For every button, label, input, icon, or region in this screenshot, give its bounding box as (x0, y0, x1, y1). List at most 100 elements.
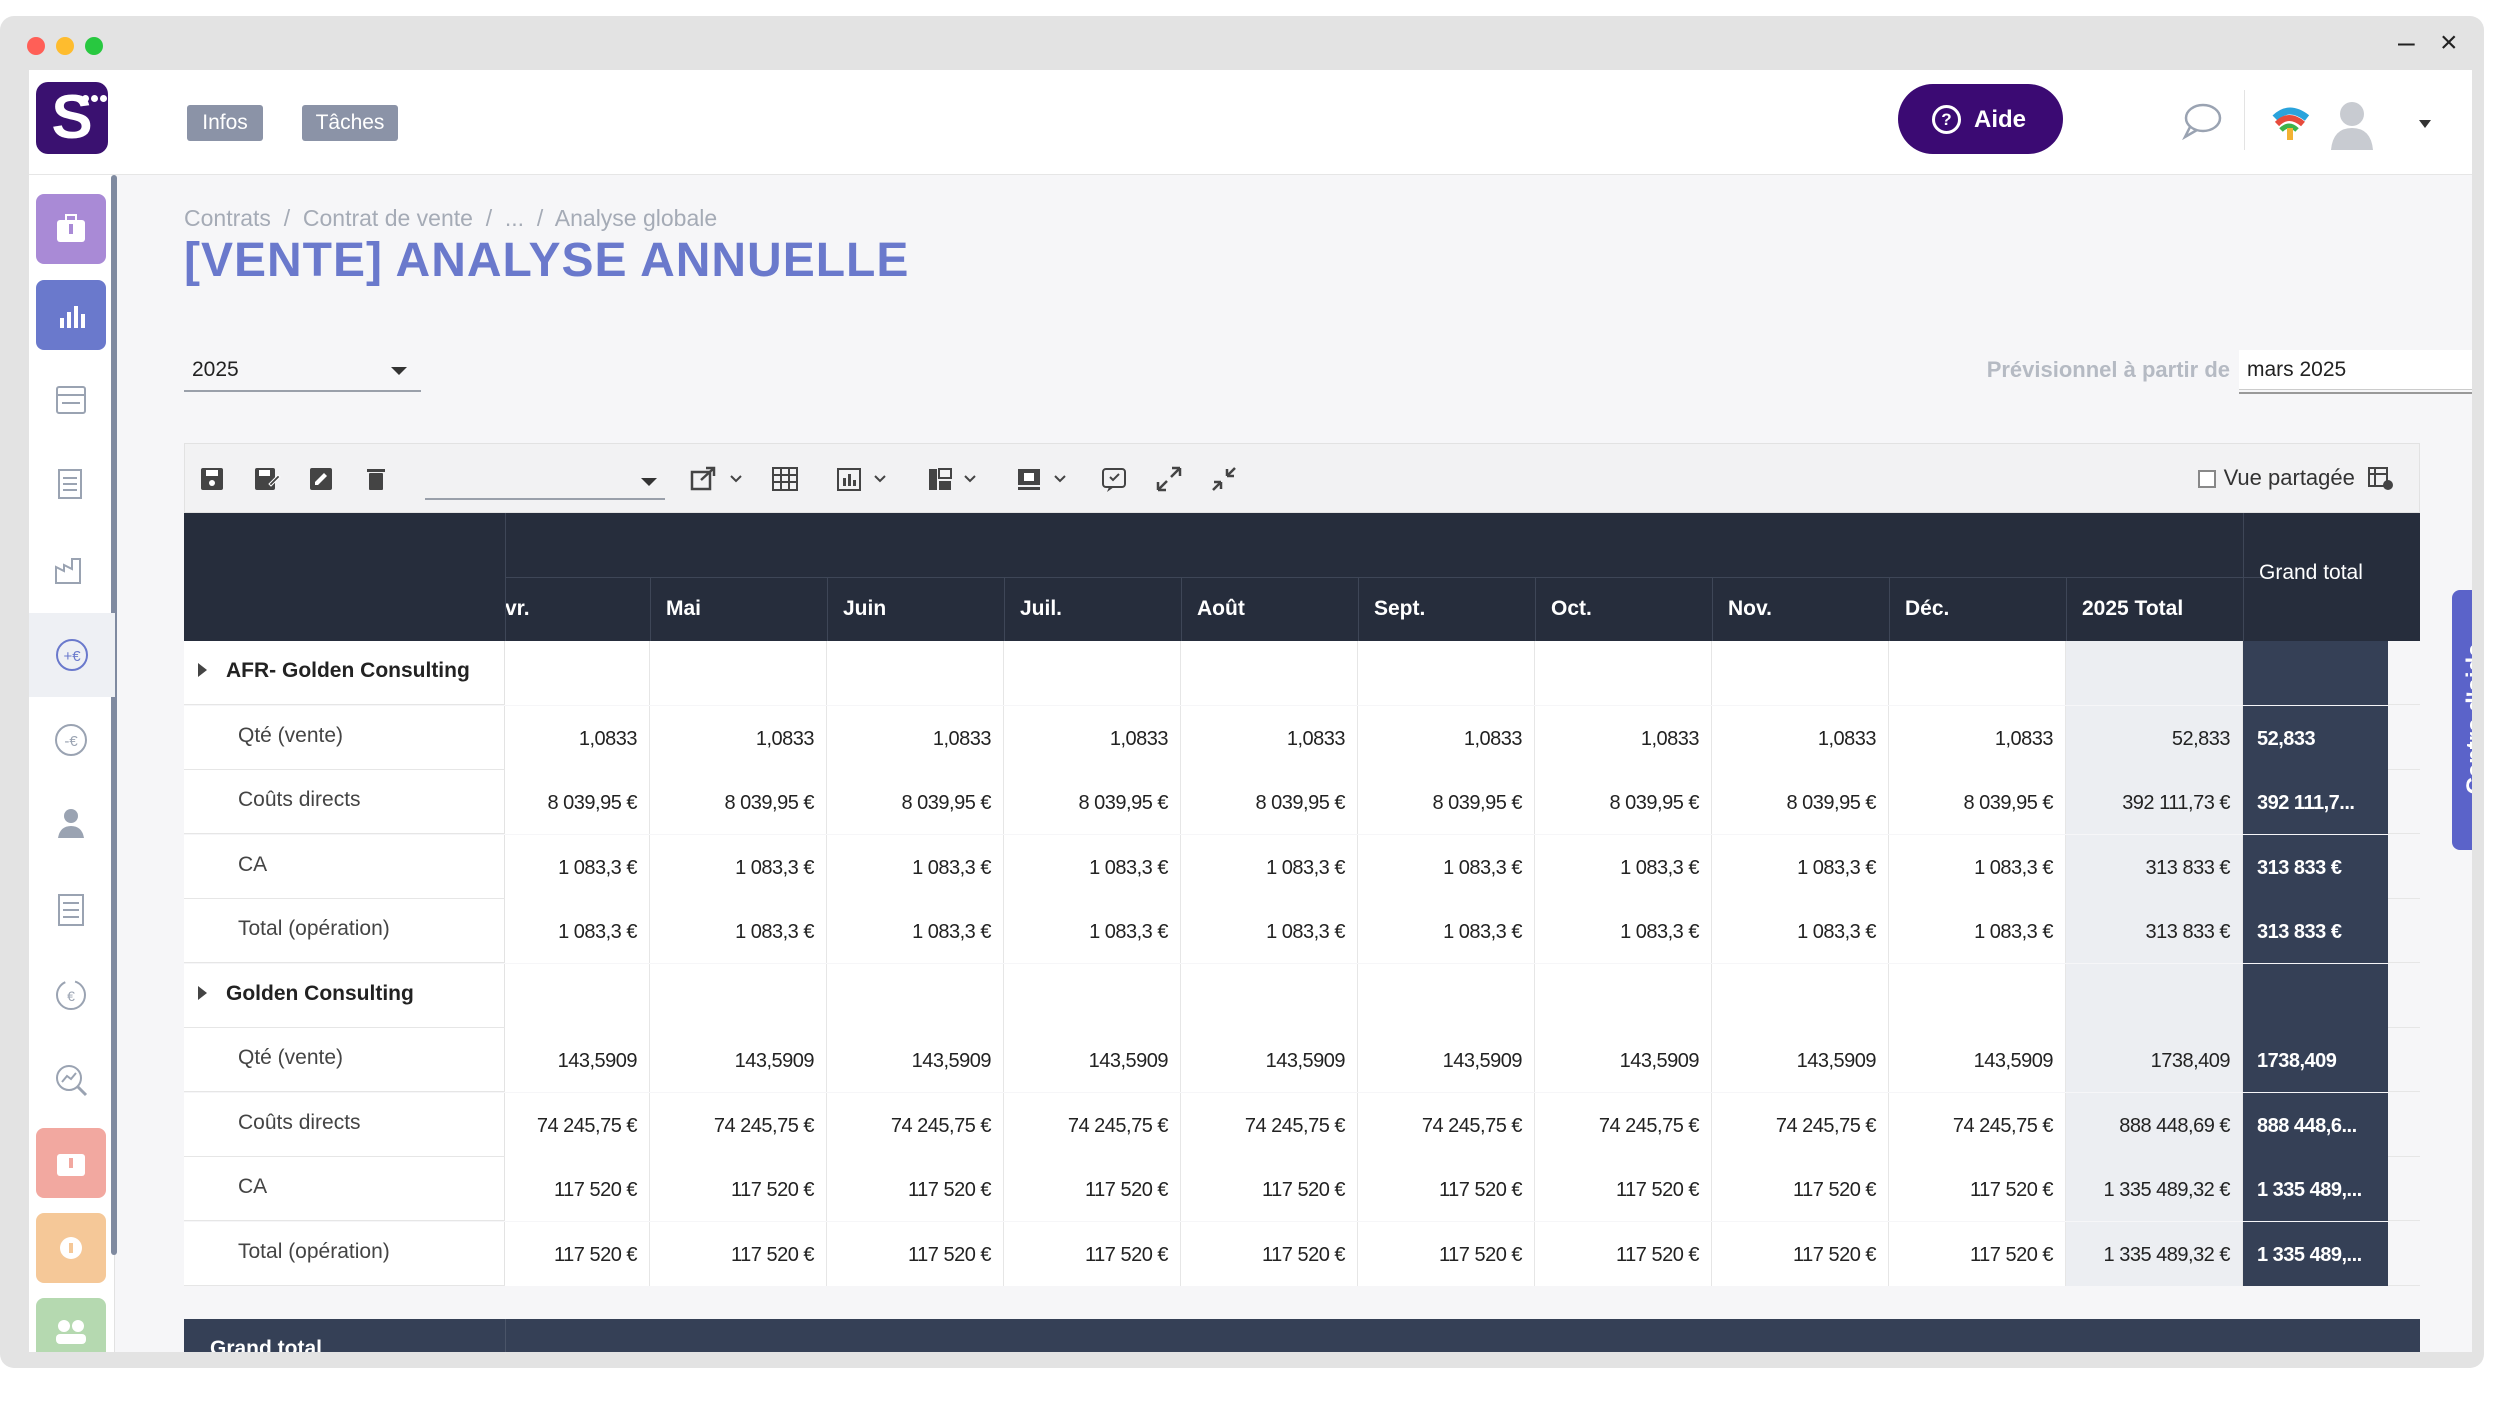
table-cell[interactable]: 117 520 € (1712, 1222, 1889, 1286)
table-cell[interactable]: 74 245,75 € (1535, 1093, 1712, 1157)
table-cell[interactable]: 1 083,3 € (505, 835, 650, 899)
table-cell[interactable]: 1 083,3 € (505, 899, 650, 963)
table-cell[interactable]: 888 448,69 € (2066, 1093, 2243, 1157)
format-dropdown-icon[interactable] (925, 464, 985, 494)
table-cell[interactable]: 52,833 (2066, 706, 2243, 770)
save-icon[interactable] (197, 464, 227, 494)
table-cell[interactable]: 1,0833 (1535, 706, 1712, 770)
euro-cycle-icon[interactable]: € (36, 960, 106, 1030)
aide-button[interactable]: ? Aide (1898, 84, 2063, 154)
table-cell[interactable]: 8 039,95 € (1004, 770, 1181, 834)
table-cell[interactable]: 1 083,3 € (827, 835, 1004, 899)
column-header[interactable]: 2025 Total (2082, 597, 2184, 620)
table-cell[interactable] (505, 641, 650, 705)
trash-icon[interactable] (361, 464, 391, 494)
table-cell[interactable]: 1 083,3 € (1535, 899, 1712, 963)
column-header[interactable]: Oct. (1551, 597, 1592, 620)
grid-icon[interactable] (770, 464, 800, 494)
user-icon[interactable] (36, 790, 106, 860)
table-cell[interactable]: 1 083,3 € (1181, 835, 1358, 899)
table-cell[interactable]: 143,5909 (505, 1028, 650, 1092)
calendar-icon[interactable] (36, 365, 106, 435)
table-cell[interactable]: 143,5909 (1535, 1028, 1712, 1092)
table-cell[interactable]: 117 520 € (827, 1157, 1004, 1221)
column-header[interactable]: Déc. (1905, 597, 1950, 620)
sidebar-item-info[interactable] (36, 1213, 106, 1283)
export-icon[interactable] (689, 464, 749, 494)
table-cell[interactable] (827, 641, 1004, 705)
table-cell[interactable] (1535, 964, 1712, 1028)
table-cell[interactable] (1358, 641, 1535, 705)
table-cell[interactable] (2243, 964, 2388, 1028)
table-cell[interactable]: 1 083,3 € (1358, 835, 1535, 899)
ledger-icon[interactable] (36, 875, 106, 945)
infos-button[interactable]: Infos (187, 105, 263, 141)
table-cell[interactable]: 8 039,95 € (1889, 770, 2066, 834)
table-cell[interactable]: 52,833 (2243, 706, 2388, 770)
table-cell[interactable]: 1 335 489,... (2243, 1222, 2388, 1286)
window-close-icon[interactable]: × (2440, 26, 2458, 59)
table-cell[interactable]: 143,5909 (827, 1028, 1004, 1092)
table-cell[interactable]: 1738,409 (2066, 1028, 2243, 1092)
table-cell[interactable]: 117 520 € (1535, 1157, 1712, 1221)
table-cell[interactable]: 117 520 € (1181, 1222, 1358, 1286)
table-cell[interactable] (827, 964, 1004, 1028)
invoice-icon[interactable] (36, 450, 106, 520)
table-cell[interactable]: 1 083,3 € (650, 835, 827, 899)
table-cell[interactable]: 1 335 489,32 € (2066, 1222, 2243, 1286)
table-cell[interactable] (1181, 641, 1358, 705)
sidebar-item-analyse[interactable] (36, 280, 106, 350)
table-cell[interactable]: 143,5909 (1181, 1028, 1358, 1092)
table-cell[interactable]: 143,5909 (1889, 1028, 2066, 1092)
table-cell[interactable] (2066, 641, 2243, 705)
table-cell[interactable]: 8 039,95 € (1358, 770, 1535, 834)
table-cell[interactable] (505, 964, 650, 1028)
table-cell[interactable]: 117 520 € (1181, 1157, 1358, 1221)
minus-euro-icon[interactable]: -€ (36, 705, 106, 775)
table-cell[interactable]: 117 520 € (505, 1222, 650, 1286)
table-cell[interactable]: 74 245,75 € (1712, 1093, 1889, 1157)
table-cell[interactable]: 313 833 € (2066, 835, 2243, 899)
table-cell[interactable]: 1 083,3 € (1712, 899, 1889, 963)
table-cell[interactable] (1004, 964, 1181, 1028)
breadcrumb-contrat-vente[interactable]: Contrat de vente (302, 205, 473, 231)
edit-icon[interactable] (306, 464, 336, 494)
save-as-icon[interactable] (251, 464, 281, 494)
table-cell[interactable]: 117 520 € (1004, 1222, 1181, 1286)
table-cell[interactable]: 392 111,7... (2243, 770, 2388, 834)
expand-icon[interactable] (1154, 464, 1184, 494)
table-cell[interactable] (1889, 964, 2066, 1028)
table-cell[interactable]: 117 520 € (505, 1157, 650, 1221)
table-cell[interactable]: 8 039,95 € (1535, 770, 1712, 834)
table-cell[interactable] (650, 964, 827, 1028)
table-cell[interactable]: 1,0833 (1712, 706, 1889, 770)
table-cell[interactable]: 117 520 € (1358, 1157, 1535, 1221)
table-cell[interactable]: 117 520 € (1712, 1157, 1889, 1221)
table-cell[interactable]: 117 520 € (650, 1157, 827, 1221)
table-cell[interactable] (2066, 964, 2243, 1028)
table-cell[interactable]: 1 083,3 € (1889, 835, 2066, 899)
table-cell[interactable]: 1 083,3 € (1181, 899, 1358, 963)
table-cell[interactable]: 1738,409 (2243, 1028, 2388, 1092)
column-header[interactable]: vr. (505, 597, 530, 620)
shared-view-toggle[interactable]: Vue partagée (2197, 465, 2395, 492)
table-cell[interactable]: 313 833 € (2243, 899, 2388, 963)
table-cell[interactable]: 143,5909 (1358, 1028, 1535, 1092)
flag-icon[interactable] (2271, 104, 2311, 144)
table-cell[interactable]: 143,5909 (1004, 1028, 1181, 1092)
close-dot[interactable] (27, 37, 45, 55)
fields-icon[interactable] (1099, 464, 1129, 494)
taches-button[interactable]: Tâches (302, 105, 398, 141)
table-cell[interactable]: 1 083,3 € (1358, 899, 1535, 963)
search-chart-icon[interactable] (36, 1045, 106, 1115)
table-cell[interactable]: 117 520 € (1004, 1157, 1181, 1221)
table-cell[interactable]: 117 520 € (650, 1222, 827, 1286)
table-cell[interactable]: 392 111,73 € (2066, 770, 2243, 834)
factory-icon[interactable] (36, 535, 106, 605)
table-cell[interactable] (650, 641, 827, 705)
table-cell[interactable]: 117 520 € (1889, 1222, 2066, 1286)
breadcrumb-contrats[interactable]: Contrats (184, 205, 271, 231)
table-cell[interactable]: 74 245,75 € (650, 1093, 827, 1157)
table-cell[interactable]: 74 245,75 € (1181, 1093, 1358, 1157)
column-header[interactable]: Nov. (1728, 597, 1772, 620)
